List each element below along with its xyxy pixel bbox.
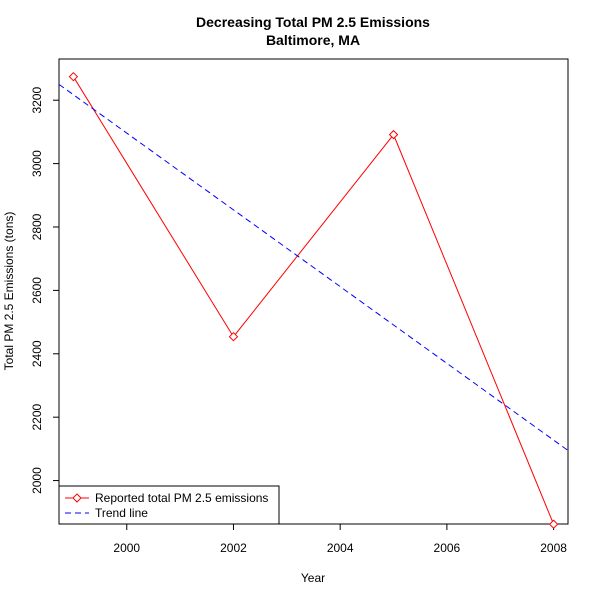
data-point-marker (228, 331, 239, 342)
chart-subtitle: Baltimore, MA (266, 32, 360, 48)
x-axis-label: Year (301, 571, 325, 585)
x-tick-label: 2006 (434, 541, 461, 555)
x-axis: 2000 2002 2004 2006 2008 (113, 524, 567, 555)
y-tick-label: 2600 (30, 277, 44, 304)
y-tick-label: 2000 (30, 467, 44, 494)
data-point-marker (68, 71, 79, 82)
y-tick-label: 3200 (30, 87, 44, 114)
y-tick-label: 2400 (30, 340, 44, 367)
plot-frame (58, 58, 569, 525)
x-tick-label: 2004 (327, 541, 354, 555)
data-point-marker (388, 129, 399, 140)
legend-box (58, 485, 280, 525)
x-tick-label: 2008 (540, 541, 567, 555)
y-tick-label: 3000 (30, 150, 44, 177)
emissions-line (72, 76, 555, 525)
series-layer (58, 71, 569, 529)
y-axis-label: Total PM 2.5 Emissions (tons) (2, 212, 16, 371)
chart-title: Decreasing Total PM 2.5 Emissions (196, 14, 430, 30)
x-tick-label: 2002 (220, 541, 247, 555)
legend-marker (72, 493, 82, 503)
data-point-marker (548, 519, 559, 529)
trend-line (58, 83, 569, 451)
y-axis: 2000 2200 2400 2600 2800 3000 3200 (30, 87, 59, 494)
y-tick-label: 2800 (30, 213, 44, 240)
y-tick-label: 2200 (30, 404, 44, 431)
x-tick-label: 2000 (113, 541, 140, 555)
legend-label: Trend line (95, 506, 148, 520)
legend-label: Reported total PM 2.5 emissions (95, 491, 268, 505)
